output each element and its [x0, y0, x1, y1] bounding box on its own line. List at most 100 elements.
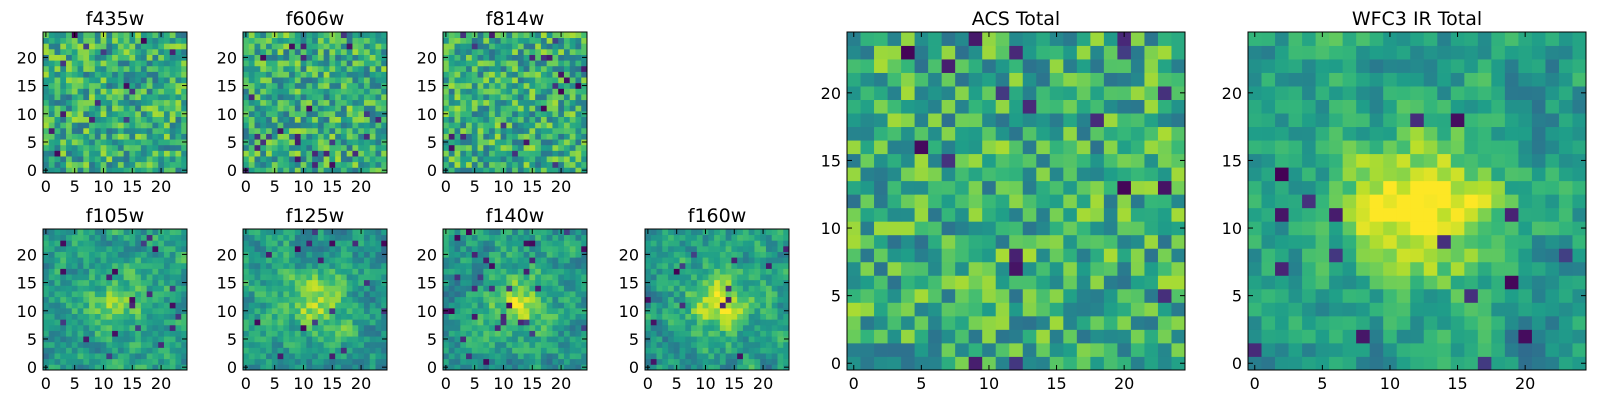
- heatmap-cell: [656, 285, 663, 292]
- heatmap-cell: [106, 122, 113, 129]
- heatmap-cell: [300, 358, 307, 365]
- heatmap-cell: [1009, 342, 1024, 357]
- heatmap-cell: [702, 234, 709, 241]
- heatmap-cell: [106, 324, 113, 331]
- heatmap-cell: [346, 324, 353, 331]
- heatmap-cell: [494, 353, 501, 360]
- heatmap-cell: [546, 127, 553, 134]
- heatmap-cell: [335, 358, 342, 365]
- heatmap-cell: [163, 234, 171, 241]
- heatmap-cell: [517, 279, 525, 286]
- heatmap-cell: [323, 307, 330, 314]
- heatmap-cell: [54, 43, 61, 50]
- heatmap-cell: [271, 144, 278, 151]
- heatmap-cell: [1049, 342, 1064, 357]
- heatmap-cell: [466, 133, 473, 140]
- heatmap-cell: [477, 54, 484, 61]
- heatmap-cell: [117, 324, 125, 331]
- heatmap-cell: [71, 274, 78, 281]
- heatmap-cell: [575, 161, 582, 168]
- heatmap-cell: [358, 285, 365, 292]
- heatmap-cell: [535, 127, 542, 134]
- heatmap-cell: [494, 234, 501, 241]
- heatmap-cell: [312, 127, 319, 134]
- heatmap-cell: [323, 285, 330, 292]
- heatmap-cell: [668, 257, 675, 264]
- heatmap-cell: [306, 257, 313, 264]
- heatmap-cell: [685, 358, 692, 365]
- heatmap-cell: [277, 127, 284, 134]
- heatmap-cell: [60, 65, 67, 72]
- heatmap-cell: [552, 313, 559, 320]
- heatmap-cell: [471, 94, 478, 101]
- heatmap-cell: [581, 150, 588, 157]
- heatmap-cell: [679, 262, 686, 269]
- heatmap-cell: [94, 251, 101, 258]
- heatmap-cell: [135, 60, 142, 67]
- heatmap-cell: [512, 291, 519, 298]
- heatmap-cell: [352, 127, 359, 134]
- heatmap-cell: [48, 268, 55, 275]
- heatmap-cell: [381, 161, 388, 168]
- heatmap-cell: [454, 99, 461, 106]
- heatmap-cell: [941, 315, 956, 330]
- heatmap-cell: [71, 71, 78, 78]
- heatmap-cell: [448, 234, 455, 241]
- heatmap-cell: [381, 313, 388, 320]
- heatmap-cell: [754, 245, 761, 252]
- heatmap-cell: [558, 341, 565, 348]
- heatmap-cell: [352, 330, 359, 337]
- heatmap-cell: [300, 302, 307, 309]
- heatmap-cell: [112, 161, 119, 168]
- heatmap-cell: [523, 99, 530, 106]
- heatmap-cell: [558, 324, 565, 331]
- heatmap-cell: [563, 99, 571, 106]
- heatmap-cell: [140, 324, 148, 331]
- heatmap-cell: [460, 156, 467, 163]
- heatmap-cell: [725, 364, 732, 371]
- heatmap-cell: [494, 296, 501, 303]
- heatmap-cell: [175, 234, 182, 241]
- heatmap-cell: [1022, 315, 1037, 330]
- heatmap-cell: [443, 71, 450, 78]
- heatmap-cell: [181, 341, 188, 348]
- heatmap-cell: [175, 257, 182, 264]
- x-tick-label: 20: [151, 374, 171, 393]
- heatmap-cell: [335, 133, 342, 140]
- heatmap-cell: [529, 353, 536, 360]
- heatmap-cell: [283, 88, 290, 95]
- heatmap-cell: [175, 274, 182, 281]
- heatmap-cell: [123, 105, 130, 112]
- heatmap-cell: [517, 251, 525, 258]
- heatmap-cell: [546, 156, 553, 163]
- heatmap-cell: [771, 336, 778, 343]
- heatmap-cell: [673, 240, 680, 247]
- heatmap-cell: [552, 296, 559, 303]
- heatmap-cell: [129, 60, 136, 67]
- heatmap-cell: [535, 99, 542, 106]
- heatmap-cell: [323, 353, 330, 360]
- heatmap-cell: [306, 347, 313, 354]
- heatmap-cell: [466, 43, 473, 50]
- heatmap-cell: [89, 364, 96, 371]
- heatmap-cell: [83, 291, 90, 298]
- heatmap-cell: [454, 54, 461, 61]
- heatmap-cell: [535, 358, 542, 365]
- panel-title: f160w: [688, 205, 747, 227]
- heatmap-cell: [248, 313, 255, 320]
- heatmap-cell: [477, 60, 484, 67]
- heatmap-cell: [43, 319, 50, 326]
- heatmap-cell: [43, 262, 50, 269]
- heatmap-cell: [71, 234, 78, 241]
- heatmap-cell: [277, 122, 284, 129]
- heatmap-cell: [1157, 315, 1172, 330]
- heatmap-cell: [529, 43, 536, 50]
- heatmap-cell: [375, 296, 382, 303]
- heatmap-cell: [346, 307, 353, 314]
- heatmap-cell: [645, 353, 652, 360]
- heatmap-cell: [260, 37, 267, 44]
- heatmap-cell: [546, 353, 553, 360]
- heatmap-cell: [83, 262, 90, 269]
- heatmap-cell: [719, 324, 727, 331]
- heatmap-cell: [266, 161, 273, 168]
